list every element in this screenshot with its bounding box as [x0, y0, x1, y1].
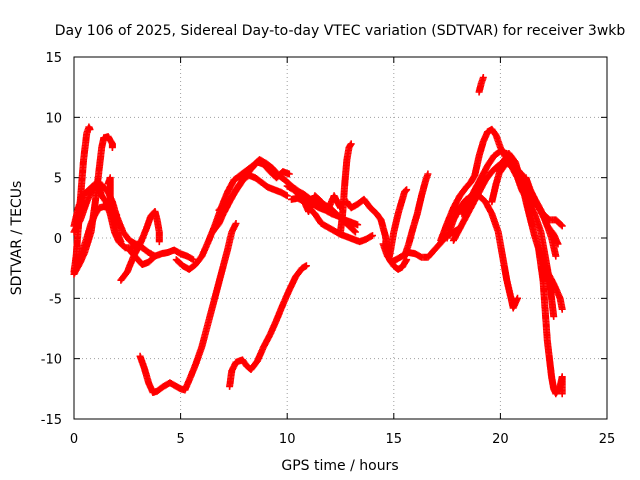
- series-trace-07: [117, 208, 163, 284]
- x-axis-label: GPS time / hours: [281, 458, 398, 474]
- chart-title: Day 106 of 2025, Sidereal Day-to-day VTE…: [55, 23, 626, 39]
- data-point: [347, 140, 355, 148]
- data-point: [117, 238, 125, 246]
- x-tick-label: 15: [386, 432, 403, 447]
- y-tick-label: 10: [45, 111, 62, 126]
- series-trace-20: [386, 186, 411, 260]
- data-point: [558, 222, 566, 230]
- data-point: [424, 170, 432, 178]
- data-point: [283, 192, 291, 200]
- y-tick-label: -5: [49, 292, 62, 307]
- data-point: [369, 232, 376, 240]
- data-point: [302, 262, 310, 270]
- series-trace-16: [305, 204, 376, 246]
- series-trace-21: [401, 170, 432, 260]
- x-tick-label: 5: [176, 432, 184, 447]
- data-point: [350, 227, 358, 235]
- series-trace-17: [337, 140, 355, 236]
- series-trace-05: [74, 203, 121, 266]
- data-point: [285, 170, 293, 178]
- series-trace-08: [125, 246, 197, 268]
- data-marks: [70, 74, 566, 398]
- y-axis-label: SDTVAR / TECUs: [9, 181, 25, 296]
- series-trace-13: [226, 262, 310, 390]
- data-point: [108, 144, 116, 151]
- data-point: [86, 125, 94, 133]
- data-point: [403, 186, 411, 194]
- series-trace-06: [104, 174, 125, 246]
- data-point: [232, 220, 240, 227]
- axis-ticks: 0 5 10 15 20 25 -15 -10 -5 0 5 10 15: [41, 51, 616, 447]
- y-tick-label: 5: [54, 172, 62, 187]
- data-point: [554, 240, 562, 248]
- x-tick-label: 0: [70, 432, 78, 447]
- data-point: [558, 305, 566, 313]
- data-point: [346, 141, 354, 149]
- data-point: [552, 252, 560, 260]
- data-point: [557, 221, 565, 229]
- data-point: [514, 294, 521, 302]
- series-trace-30: [475, 74, 487, 96]
- y-tick-label: 0: [54, 232, 62, 247]
- data-point: [479, 74, 487, 81]
- data-point: [558, 390, 566, 398]
- series-trace-09: [136, 220, 240, 396]
- y-tick-label: -15: [41, 413, 62, 428]
- data-point: [354, 221, 362, 229]
- series-trace-29: [522, 174, 566, 230]
- x-tick-label: 20: [492, 432, 509, 447]
- data-point: [155, 238, 163, 246]
- series-trace-28: [535, 246, 566, 398]
- data-point: [351, 228, 359, 236]
- series-trace-12: [215, 158, 293, 214]
- y-tick-label: 15: [45, 51, 62, 66]
- y-tick-label: -10: [41, 353, 62, 368]
- x-tick-label: 10: [279, 432, 296, 447]
- data-point: [550, 312, 558, 320]
- x-tick-label: 25: [599, 432, 616, 447]
